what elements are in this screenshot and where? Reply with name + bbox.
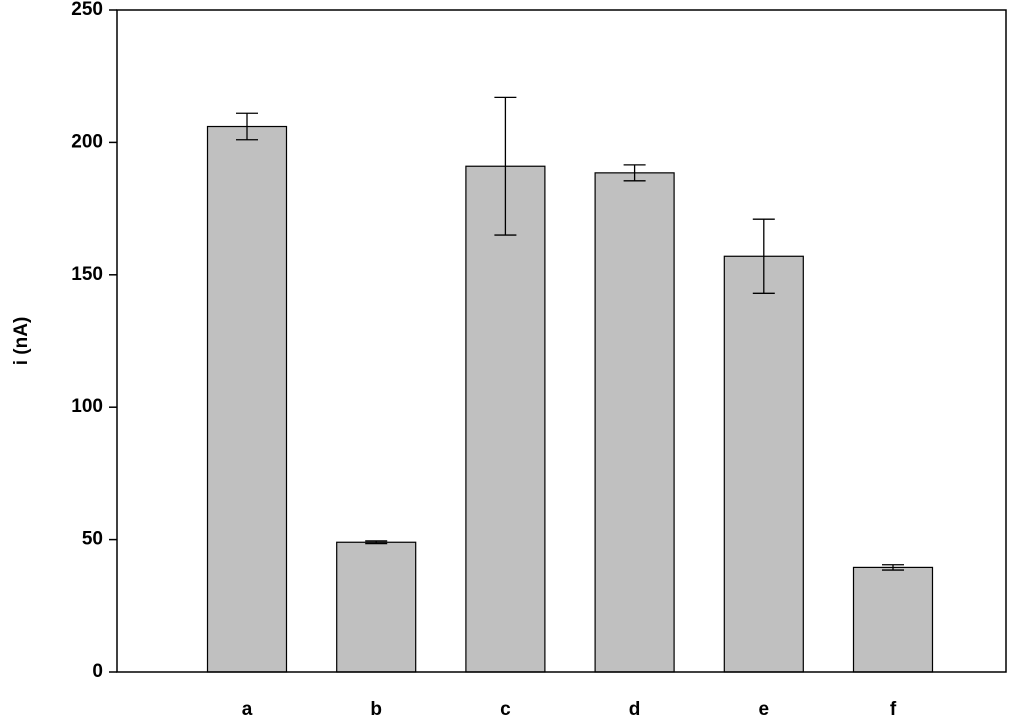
x-tick-label: e	[759, 699, 770, 719]
bar	[723, 255, 804, 673]
x-tick-label: c	[500, 699, 511, 719]
x-tick-label: f	[890, 699, 897, 719]
y-tick-label: 200	[71, 131, 103, 152]
y-tick-label: 250	[71, 0, 103, 20]
bar	[206, 125, 288, 673]
bar	[465, 165, 546, 673]
y-tick-label: 50	[82, 529, 103, 550]
y-tick-label: 0	[92, 661, 103, 682]
plot-frame	[116, 9, 1007, 673]
y-axis-label: i (nA)	[11, 317, 32, 366]
bar	[852, 566, 934, 673]
x-tick-label: d	[629, 699, 641, 719]
y-tick-label: 150	[71, 264, 103, 285]
y-tick-label: 100	[71, 396, 103, 417]
x-tick-label: b	[370, 699, 382, 719]
x-tick-label: a	[242, 699, 253, 719]
bar	[594, 172, 675, 673]
bar	[336, 541, 417, 673]
